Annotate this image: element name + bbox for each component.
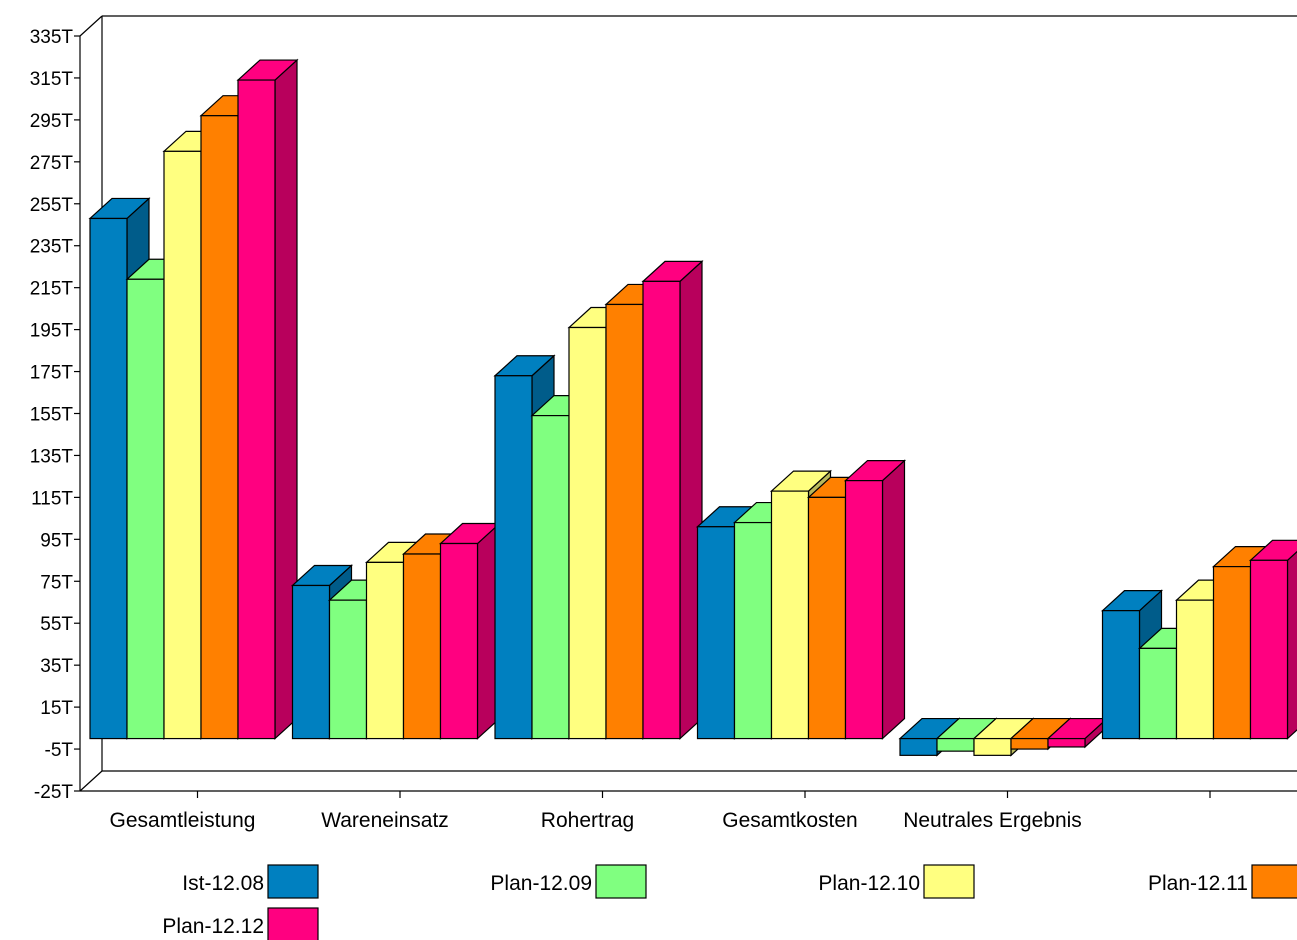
y-tick-label: 75T [40, 572, 73, 593]
bar-plan-12-12-1 [438, 522, 502, 740]
y-tick-label: 15T [40, 698, 73, 719]
y-tick-label: 95T [40, 530, 73, 551]
chart-bars [88, 58, 1297, 757]
legend-label: Plan-12.12 [162, 915, 264, 938]
bar-plan-12-12-3 [843, 459, 907, 740]
y-tick-label: 175T [30, 363, 74, 384]
x-category-label: Wareneinsatz [321, 809, 449, 832]
bar-plan-12-09-5 [1137, 627, 1201, 740]
legend-swatch [1251, 864, 1297, 899]
y-tick-label: 335T [30, 27, 74, 48]
legend-swatch [595, 864, 647, 899]
y-tick-label: 295T [30, 111, 74, 132]
legend-label: Plan-12.10 [818, 872, 920, 895]
bar-plan-12-12-0 [236, 58, 299, 740]
y-tick-label: 255T [30, 195, 74, 216]
x-category-label: Rohertrag [541, 809, 634, 832]
y-tick-label: 215T [30, 279, 74, 300]
y-tick-label: 315T [30, 69, 74, 90]
legend-swatch [923, 864, 975, 899]
y-axis-ticks: -25T -5T 15T 35T 55T 75T 95T 115T 135T 155T 175T 19… [30, 27, 80, 803]
legend-item-plan-12-12: Plan-12.12 [162, 907, 319, 940]
legend-label: Plan-12.09 [490, 872, 592, 895]
legend-label: Ist-12.08 [182, 872, 264, 895]
y-tick-label: 275T [30, 153, 74, 174]
y-tick-label: 35T [40, 656, 73, 677]
y-tick-label: 235T [30, 237, 74, 258]
legend-swatch [267, 864, 319, 899]
bar-plan-12-12-2 [641, 260, 704, 740]
legend-item-ist-12-08: Ist-12.08 [182, 864, 319, 899]
y-tick-label: -5T [45, 740, 74, 761]
legend-label: Plan-12.11 [1148, 872, 1248, 895]
y-tick-label: -25T [34, 782, 73, 803]
legend-item-plan-12-10: Plan-12.10 [818, 864, 975, 899]
x-category-label: Gesamtkosten [722, 809, 857, 832]
y-tick-label: 135T [30, 446, 74, 467]
y-tick-label: 195T [30, 321, 74, 342]
x-category-label: Neutrales Ergebnis [903, 809, 1082, 832]
legend: Ist-12.08 Plan-12.09 Plan-12.10 Plan-12.11 P… [162, 864, 1297, 940]
y-tick-label: 115T [31, 488, 73, 509]
legend-item-plan-12-11: Plan-12.11 [1148, 864, 1297, 899]
legend-swatch [267, 907, 319, 940]
y-tick-label: 55T [40, 614, 73, 635]
x-axis-labels: Gesamtleistung Wareneinsatz Rohertrag Gesam… [110, 791, 1211, 832]
y-tick-label: 155T [30, 405, 74, 426]
bar-plan-12-12-5 [1248, 539, 1297, 740]
x-category-label: Gesamtleistung [110, 809, 256, 832]
legend-item-plan-12-09: Plan-12.09 [490, 864, 647, 899]
